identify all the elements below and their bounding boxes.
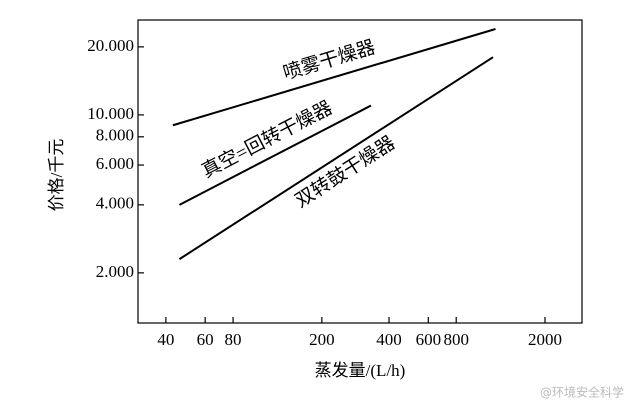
y-tick-label: 8.000 — [96, 126, 134, 145]
x-tick-label: 80 — [225, 330, 242, 349]
series-label: 双转鼓干燥器 — [291, 132, 399, 212]
x-tick-label: 600 — [416, 330, 442, 349]
x-tick-label: 400 — [376, 330, 402, 349]
plot-frame — [137, 19, 583, 324]
x-tick-label: 800 — [443, 330, 469, 349]
x-tick-label: 60 — [197, 330, 214, 349]
x-tick-label: 40 — [157, 330, 174, 349]
x-tick-label: 200 — [309, 330, 335, 349]
x-axis-label: 蒸发量/(L/h) — [315, 361, 406, 380]
watermark: @环境安全科学 — [540, 385, 624, 400]
y-tick-label: 4.000 — [96, 194, 134, 213]
x-tick-label: 2000 — [528, 330, 562, 349]
series-line — [172, 28, 496, 127]
series-label: 喷雾干燥器 — [280, 36, 377, 84]
y-tick-label: 10.000 — [87, 104, 134, 123]
y-tick-label: 2.000 — [96, 262, 134, 281]
y-axis-label: 价格/千元 — [47, 139, 66, 212]
series-label: 真空=回转干燥器 — [198, 97, 336, 183]
series-line — [178, 104, 372, 206]
y-tick-label: 20.000 — [87, 36, 134, 55]
series-line — [178, 56, 494, 260]
y-tick-label: 6.000 — [96, 154, 134, 173]
